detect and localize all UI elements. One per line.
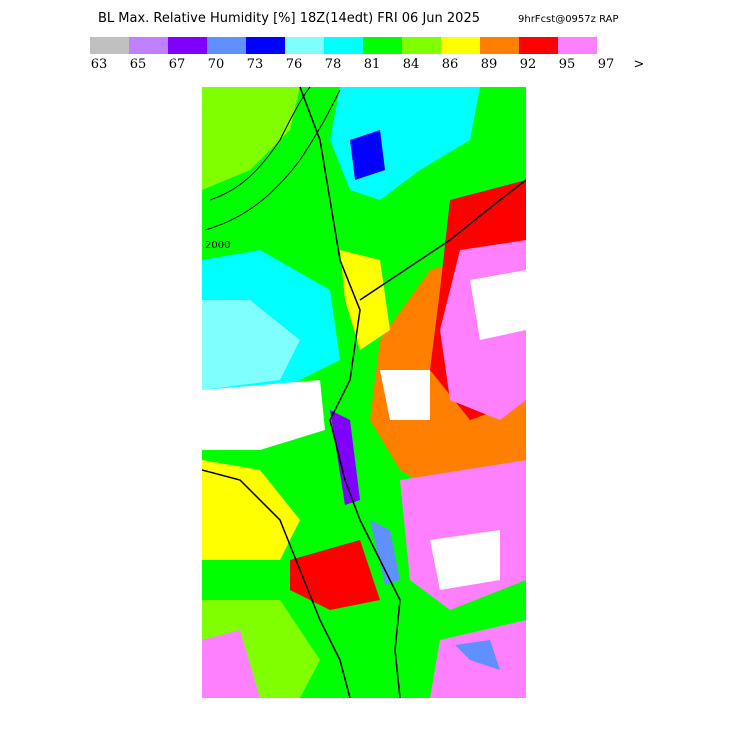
colorbar-label: 70 bbox=[208, 57, 225, 72]
colorbar-label: > bbox=[634, 57, 645, 72]
region bbox=[202, 300, 300, 390]
colorbar-swatch bbox=[207, 37, 246, 54]
colorbar-label: 95 bbox=[559, 57, 576, 72]
forecast-label: 9hrFcst@0957z RAP bbox=[518, 14, 618, 25]
region bbox=[202, 460, 300, 560]
region bbox=[290, 540, 380, 610]
colorbar-label: 78 bbox=[325, 57, 342, 72]
region bbox=[380, 370, 430, 420]
region bbox=[350, 130, 385, 180]
colorbar-swatch bbox=[402, 37, 441, 54]
colorbar-swatch bbox=[168, 37, 207, 54]
coastline bbox=[299, 87, 401, 698]
region bbox=[430, 530, 500, 590]
colorbar-swatch bbox=[363, 37, 402, 54]
colorbar-swatch bbox=[480, 37, 519, 54]
colorbar: 63 65 67 70 73 76 78 81 84 86 89 92 95 97 > bbox=[90, 37, 644, 72]
colorbar-label: 92 bbox=[520, 57, 537, 72]
map-title: BL Max. Relative Humidity [%] 18Z(14edt)… bbox=[98, 11, 480, 26]
colorbar-swatch bbox=[324, 37, 363, 54]
colorbar-label: 73 bbox=[247, 57, 264, 72]
colorbar-swatch bbox=[90, 37, 129, 54]
border bbox=[202, 469, 351, 698]
region bbox=[455, 640, 500, 670]
region bbox=[202, 87, 300, 190]
colorbar-swatch bbox=[129, 37, 168, 54]
colorbar-swatch bbox=[285, 37, 324, 54]
region bbox=[340, 250, 390, 350]
colorbar-swatch bbox=[519, 37, 558, 54]
colorbar-label: 76 bbox=[286, 57, 303, 72]
colorbar-swatch bbox=[246, 37, 285, 54]
colorbar-label: 65 bbox=[130, 57, 147, 72]
contour bbox=[204, 89, 341, 231]
region bbox=[202, 630, 260, 698]
colorbar-label: 89 bbox=[481, 57, 498, 72]
contour-label: 2000 bbox=[205, 240, 230, 251]
colorbar-label: 67 bbox=[169, 57, 186, 72]
region bbox=[330, 410, 360, 505]
coastline bbox=[359, 179, 526, 301]
colorbar-swatch bbox=[558, 37, 597, 54]
region bbox=[370, 520, 400, 585]
colorbar-swatch bbox=[441, 37, 480, 54]
colorbar-label: 86 bbox=[442, 57, 459, 72]
colorbar-label: 84 bbox=[403, 57, 420, 72]
region bbox=[202, 380, 325, 450]
colorbar-label: 63 bbox=[91, 57, 108, 72]
region bbox=[470, 270, 526, 340]
map: 2000 bbox=[202, 87, 526, 698]
colorbar-label: 97 bbox=[598, 57, 615, 72]
colorbar-label: 81 bbox=[364, 57, 381, 72]
contour bbox=[209, 87, 311, 201]
